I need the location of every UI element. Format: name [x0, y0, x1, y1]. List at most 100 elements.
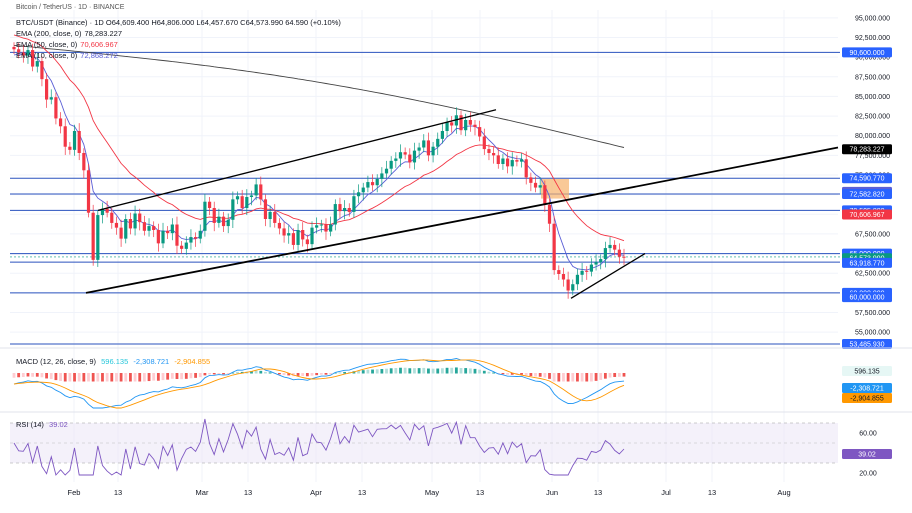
macd-histogram-bar: [608, 373, 612, 378]
candle-body: [147, 226, 151, 231]
macd-histogram-bar: [440, 368, 444, 374]
macd-histogram-bar: [259, 370, 263, 374]
macd-histogram-bar: [543, 373, 547, 378]
candle-body: [254, 184, 258, 196]
macd-histogram-bar: [562, 373, 565, 382]
macd-histogram-bar: [538, 373, 542, 377]
macd-histogram-bar: [17, 373, 21, 378]
macd-histogram-bar: [12, 373, 16, 378]
candle-body: [305, 239, 309, 245]
macd-histogram-bar: [175, 373, 179, 380]
ema10-legend[interactable]: EMA (10, close, 0) 72,868.272: [16, 51, 118, 60]
macd-histogram-bar: [170, 373, 174, 379]
candle-body: [198, 230, 202, 239]
candle-body: [133, 213, 137, 229]
candle-body: [505, 158, 510, 167]
y-tick-label: 80,000.000: [855, 133, 890, 140]
macd-histogram-bar: [254, 370, 258, 374]
candle-body: [96, 215, 100, 260]
macd-histogram-bar: [54, 373, 58, 381]
macd-signal-line: [13, 359, 625, 409]
macd-histogram-bar: [566, 373, 570, 382]
ema50-legend[interactable]: EMA (50, close, 0) 70,606.967: [16, 40, 118, 49]
candle-body: [17, 49, 21, 53]
candle-body: [394, 158, 398, 161]
candle-body: [538, 185, 542, 188]
macd-histogram-bar: [478, 369, 482, 374]
candle-body: [599, 259, 603, 263]
candle-body: [226, 219, 230, 227]
macd-histogram-bar: [524, 373, 528, 376]
candle-body: [86, 170, 91, 213]
macd-histogram-bar: [180, 373, 184, 380]
macd-histogram-bar: [184, 373, 188, 379]
macd-histogram-bar: [464, 368, 468, 374]
macd-histogram-bar: [454, 367, 458, 374]
macd-value-badge: [842, 366, 892, 376]
candle-body: [398, 152, 403, 159]
candle-body: [343, 208, 347, 212]
macd-histogram-bar: [445, 367, 449, 374]
macd-histogram-bar: [110, 373, 114, 382]
candle-body: [91, 212, 95, 260]
macd-histogram-bar: [194, 373, 198, 378]
candle-body: [445, 122, 449, 131]
macd-histogram-bar: [324, 373, 328, 375]
candle-body: [166, 230, 170, 234]
macd-histogram-bar: [580, 373, 584, 382]
macd-histogram-bar: [142, 373, 146, 382]
candle-body: [231, 199, 235, 220]
ema200-value: 78,283.227: [84, 29, 122, 38]
macd-histogram-bar: [617, 373, 621, 377]
macd-histogram-bar: [501, 373, 505, 375]
ema10-value: 72,868.272: [80, 51, 118, 60]
candle-body: [287, 233, 291, 236]
macd-histogram-bar: [287, 373, 291, 376]
macd-histogram-bar: [226, 373, 230, 375]
macd-histogram-bar: [268, 372, 272, 374]
macd-histogram-bar: [105, 373, 109, 382]
candle-body: [552, 223, 556, 271]
candle-body: [77, 131, 81, 153]
candle-body: [496, 155, 500, 164]
macd-histogram-bar: [222, 373, 225, 375]
candle-body: [412, 150, 417, 163]
candle-body: [156, 230, 160, 244]
candle-body: [203, 201, 207, 231]
candle-body: [482, 136, 486, 150]
candle-body: [356, 192, 361, 197]
macd-histogram-bar: [436, 368, 440, 374]
candle-body: [212, 208, 216, 223]
rsi-line: [13, 418, 625, 476]
macd-histogram-bar: [203, 373, 207, 376]
x-tick-label: Apr: [310, 488, 322, 497]
candle-body: [389, 160, 393, 169]
candle-body: [63, 126, 67, 147]
x-tick-label: Jun: [546, 488, 558, 497]
ema200-line: [13, 44, 625, 148]
macd-histogram-bar: [417, 368, 421, 374]
candle-body: [436, 138, 440, 147]
macd-histogram-bar: [473, 368, 477, 374]
candle-body: [35, 61, 39, 67]
candle-body: [431, 146, 435, 156]
macd-histogram-bar: [26, 373, 30, 377]
macd-legend[interactable]: MACD (12, 26, close, 9) 596.135 -2,308.7…: [16, 357, 210, 366]
candle-body: [184, 242, 188, 249]
rsi-legend[interactable]: RSI (14) 39.02: [16, 420, 68, 429]
candle-body: [138, 213, 142, 223]
price-label-text: 78,283.227: [849, 147, 884, 154]
candle-body: [105, 208, 109, 213]
macd-histogram-bar: [156, 373, 160, 381]
macd-histogram-bar: [59, 373, 62, 381]
candle-body: [12, 46, 16, 50]
macd-hist-value: 596.135: [101, 357, 129, 366]
ema200-legend[interactable]: EMA (200, close, 0) 78,283.227: [16, 29, 122, 38]
candle-body: [44, 79, 49, 100]
candle-body: [501, 158, 505, 164]
macd-histogram-bar: [240, 371, 244, 374]
macd-histogram-bar: [399, 367, 402, 374]
candle-body: [459, 115, 463, 131]
candle-body: [291, 233, 295, 245]
